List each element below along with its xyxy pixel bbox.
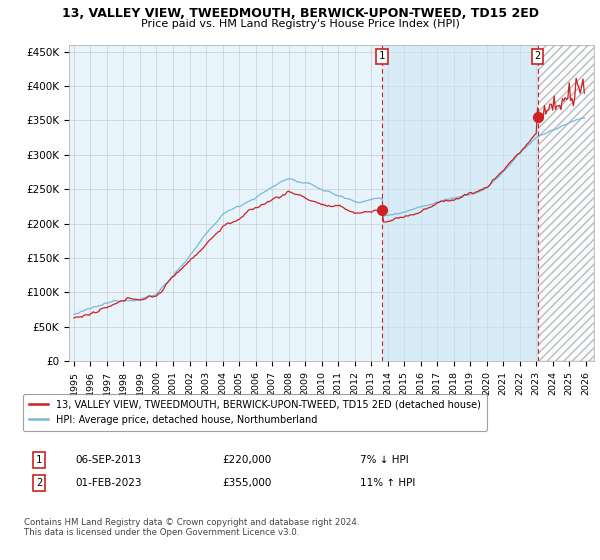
Text: Contains HM Land Registry data © Crown copyright and database right 2024.
This d: Contains HM Land Registry data © Crown c… bbox=[24, 518, 359, 538]
Text: 2: 2 bbox=[535, 52, 541, 62]
Text: £220,000: £220,000 bbox=[222, 455, 271, 465]
Text: 1: 1 bbox=[36, 455, 42, 465]
Text: 7% ↓ HPI: 7% ↓ HPI bbox=[360, 455, 409, 465]
Bar bbox=[382, 45, 538, 361]
Text: 1: 1 bbox=[379, 52, 385, 62]
Bar bbox=[538, 45, 594, 361]
Text: 06-SEP-2013: 06-SEP-2013 bbox=[75, 455, 141, 465]
Point bbox=[533, 113, 542, 122]
Text: 2: 2 bbox=[36, 478, 42, 488]
Legend: 13, VALLEY VIEW, TWEEDMOUTH, BERWICK-UPON-TWEED, TD15 2ED (detached house), HPI:: 13, VALLEY VIEW, TWEEDMOUTH, BERWICK-UPO… bbox=[23, 394, 487, 431]
Text: 13, VALLEY VIEW, TWEEDMOUTH, BERWICK-UPON-TWEED, TD15 2ED: 13, VALLEY VIEW, TWEEDMOUTH, BERWICK-UPO… bbox=[62, 7, 539, 20]
Text: Price paid vs. HM Land Registry's House Price Index (HPI): Price paid vs. HM Land Registry's House … bbox=[140, 19, 460, 29]
Text: £355,000: £355,000 bbox=[222, 478, 271, 488]
Text: 01-FEB-2023: 01-FEB-2023 bbox=[75, 478, 142, 488]
Point bbox=[377, 206, 387, 214]
Text: 11% ↑ HPI: 11% ↑ HPI bbox=[360, 478, 415, 488]
